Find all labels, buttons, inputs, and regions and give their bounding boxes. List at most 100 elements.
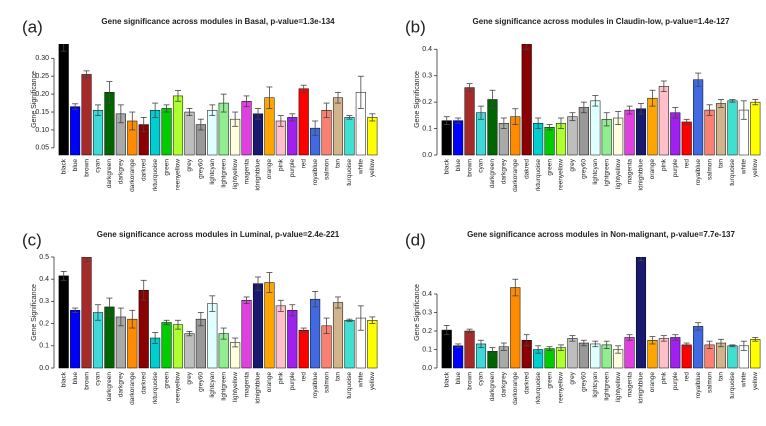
x-tick-label: cyan [478, 372, 485, 386]
error-bar [346, 115, 353, 120]
error-bar [243, 296, 250, 305]
y-tick-label: 0.10 [35, 127, 49, 134]
x-tick-label: darkorange [512, 372, 519, 405]
x-tick-label: idnightblue [255, 372, 262, 404]
bar [510, 287, 521, 369]
bar [332, 97, 344, 156]
error-bar [323, 317, 330, 334]
bar [453, 120, 464, 156]
error-bar [752, 99, 759, 106]
x-tick-label: brown [83, 372, 90, 390]
x-tick-label: magenta [626, 372, 633, 398]
y-tick-label: 0.1 [39, 343, 49, 350]
x-tick-label: reenyellow [175, 372, 182, 403]
bar [647, 340, 658, 369]
bar [544, 127, 555, 156]
x-tick-label: red [300, 159, 307, 169]
x-tick-label: darkgrey [501, 371, 508, 397]
x-tick-label: purple [672, 159, 679, 177]
x-tick-label: royalblue [312, 159, 319, 186]
x-tick-label: black [443, 158, 450, 174]
bar [264, 282, 275, 369]
x-tick-label: darkred [523, 372, 530, 394]
bar [81, 257, 92, 369]
y-tick-label: 0.2 [39, 320, 49, 327]
y-axis-label: Gene Significance [31, 71, 38, 128]
x-tick-label: darkorange [129, 372, 136, 405]
error-bar [106, 297, 113, 317]
error-bar [729, 344, 736, 348]
x-tick-label: reenyellow [175, 159, 182, 190]
x-tick-label: grey60 [581, 372, 588, 392]
x-tick-label: cyan [478, 159, 485, 173]
x-tick-label: rkturquoise [535, 372, 542, 405]
x-tick-label: purple [672, 372, 679, 390]
y-tick-label: 0.4 [422, 291, 432, 298]
x-tick-label: grey60 [198, 372, 205, 392]
error-bar [752, 337, 759, 342]
x-tick-label: lightcyan [209, 372, 216, 398]
x-tick-label: black [443, 371, 450, 387]
bar [464, 330, 475, 369]
error-bar [60, 44, 67, 52]
bar [81, 74, 92, 156]
error-bar [603, 112, 610, 127]
x-tick-label: pink [278, 371, 285, 384]
x-tick-label: purple [289, 372, 296, 390]
bar [578, 342, 589, 369]
error-bar [626, 334, 633, 341]
bar [344, 117, 355, 156]
bar [287, 117, 298, 156]
x-tick-label: darkgreen [489, 159, 496, 189]
x-tick-label: cyan [95, 159, 102, 173]
x-tick-label: darkorange [129, 159, 136, 192]
error-bar [289, 304, 296, 317]
x-tick-label: turquoise [729, 159, 736, 186]
y-tick-label: 0.0 [39, 365, 49, 372]
x-tick-label: darkgreen [106, 159, 113, 189]
bar [367, 117, 378, 156]
x-tick-label: darkgreen [489, 372, 496, 402]
error-bar [535, 117, 542, 129]
x-tick-label: pink [278, 158, 285, 171]
error-bar [266, 86, 273, 109]
bar [681, 344, 692, 369]
error-bar [466, 83, 473, 92]
bar [70, 106, 81, 156]
bar [544, 348, 555, 369]
error-bar [95, 304, 101, 321]
error-bar [558, 117, 564, 129]
x-tick-label: white [358, 159, 365, 176]
error-bar [740, 100, 747, 120]
error-bar [649, 336, 656, 345]
bar [241, 101, 252, 156]
error-bar [615, 110, 622, 126]
bar [252, 113, 264, 156]
error-bar [255, 108, 261, 120]
error-bar [209, 104, 216, 117]
error-bar [740, 340, 747, 351]
error-bar [163, 319, 170, 326]
x-tick-label: white [358, 372, 365, 389]
y-tick-label: 0.25 [35, 73, 49, 80]
bar [464, 87, 475, 156]
x-tick-label: green [546, 372, 553, 389]
x-tick-label: black [60, 158, 67, 174]
bar [344, 320, 355, 369]
bar [567, 338, 578, 369]
error-bar [83, 257, 90, 262]
panel-label: (a) [22, 17, 43, 36]
error-bar [603, 340, 610, 349]
x-tick-label: blue [455, 159, 462, 172]
x-tick-label: royalblue [695, 372, 702, 399]
error-bar [638, 103, 644, 115]
x-tick-label: white [741, 372, 748, 389]
y-tick-label: 0.2 [422, 99, 432, 106]
x-tick-label: pink [661, 158, 668, 171]
plot-area [441, 257, 761, 369]
error-bar [660, 335, 667, 342]
x-tick-label: turquoise [729, 372, 736, 399]
bar [727, 100, 738, 156]
bar [727, 345, 738, 369]
panel: (a) Gene significance across modules in B… [22, 17, 378, 192]
